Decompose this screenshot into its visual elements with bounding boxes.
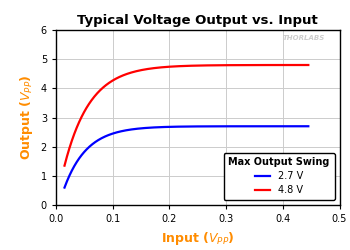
Y-axis label: Output ($V_{PP}$): Output ($V_{PP}$) (18, 75, 35, 160)
Title: Typical Voltage Output vs. Input: Typical Voltage Output vs. Input (77, 14, 318, 28)
Text: THORLABS: THORLABS (283, 35, 326, 41)
Legend: 2.7 V, 4.8 V: 2.7 V, 4.8 V (224, 153, 335, 200)
X-axis label: Input ($V_{PP}$): Input ($V_{PP}$) (161, 230, 234, 246)
